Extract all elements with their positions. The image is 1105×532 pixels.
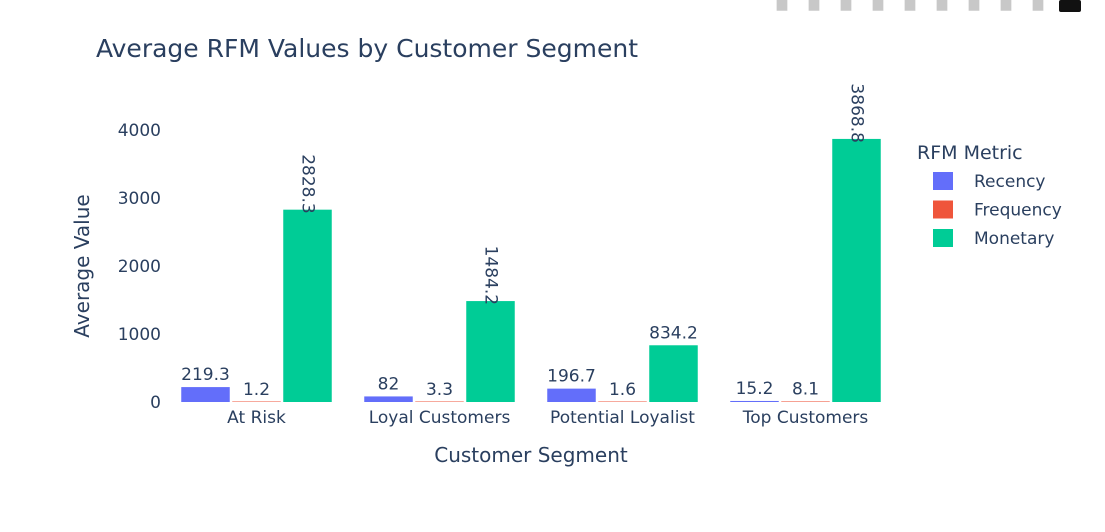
bar-data-label: 1.6 bbox=[609, 380, 636, 400]
y-tick-label: 1000 bbox=[118, 325, 161, 345]
bar-frequency-3[interactable] bbox=[781, 401, 830, 402]
box-select-icon[interactable]: ■ bbox=[871, 0, 885, 12]
bar-data-labels: 219.3 1.2 2828.3 82 3.3 1484.2 196.7 1.6 834.2 15… bbox=[181, 83, 866, 399]
legend-label: Monetary bbox=[974, 229, 1054, 249]
bar-data-label: 82 bbox=[378, 374, 400, 394]
zoom-icon[interactable]: ■ bbox=[807, 0, 821, 12]
autoscale-icon[interactable]: ■ bbox=[999, 0, 1013, 12]
bar-monetary-1[interactable] bbox=[466, 301, 515, 402]
zoom-in-icon[interactable]: ■ bbox=[935, 0, 949, 12]
legend-swatch bbox=[933, 172, 953, 190]
y-tick-label: 4000 bbox=[118, 121, 161, 141]
bar-data-label: 1484.2 bbox=[481, 246, 501, 305]
x-axis-title: Customer Segment bbox=[434, 443, 628, 467]
x-tick-labels: At Risk Loyal Customers Potential Loyalist… bbox=[227, 408, 868, 428]
legend-swatch bbox=[933, 200, 953, 219]
plotly-logo-icon[interactable] bbox=[1059, 0, 1081, 12]
legend-label: Frequency bbox=[974, 201, 1062, 221]
legend[interactable]: RFM Metric Recency Frequency Monetary bbox=[917, 142, 1062, 249]
bar-frequency-1[interactable] bbox=[415, 401, 464, 403]
bar-data-label: 3868.8 bbox=[847, 83, 867, 142]
modebar-toolbar[interactable]: ■ ■ ■ ■ ■ ■ ■ ■ ■ bbox=[771, 0, 1081, 14]
bar-data-label: 15.2 bbox=[736, 379, 774, 399]
bar-recency-0[interactable] bbox=[181, 387, 230, 402]
legend-label: Recency bbox=[974, 172, 1046, 192]
bar-data-label: 8.1 bbox=[792, 379, 819, 399]
bar-data-label: 1.2 bbox=[243, 380, 270, 400]
y-tick-label: 2000 bbox=[118, 257, 161, 277]
x-tick-label: At Risk bbox=[227, 408, 286, 428]
legend-item-recency[interactable]: Recency bbox=[933, 172, 1046, 192]
legend-title: RFM Metric bbox=[917, 142, 1023, 164]
bar-data-label: 219.3 bbox=[181, 365, 230, 385]
bar-monetary-0[interactable] bbox=[283, 209, 332, 402]
bar-marks bbox=[181, 138, 881, 403]
bar-data-label: 834.2 bbox=[649, 323, 698, 343]
bar-data-label: 196.7 bbox=[547, 367, 596, 387]
home-icon[interactable]: ■ bbox=[1031, 0, 1045, 12]
bar-frequency-2[interactable] bbox=[598, 401, 647, 403]
chart-title: Average RFM Values by Customer Segment bbox=[96, 34, 638, 63]
bar-data-label: 3.3 bbox=[426, 380, 453, 400]
bar-frequency-0[interactable] bbox=[232, 401, 281, 403]
legend-item-frequency[interactable]: Frequency bbox=[933, 200, 1062, 221]
lasso-icon[interactable]: ■ bbox=[903, 0, 917, 12]
x-tick-label: Loyal Customers bbox=[369, 408, 511, 428]
camera-icon[interactable]: ■ bbox=[775, 0, 789, 12]
legend-item-monetary[interactable]: Monetary bbox=[933, 229, 1054, 249]
bar-recency-1[interactable] bbox=[364, 396, 413, 402]
x-tick-label: Top Customers bbox=[742, 408, 869, 428]
bar-recency-2[interactable] bbox=[547, 388, 596, 402]
pan-icon[interactable]: ■ bbox=[839, 0, 853, 12]
legend-swatch bbox=[933, 229, 953, 247]
y-tick-label: 3000 bbox=[118, 189, 161, 209]
zoom-out-icon[interactable]: ■ bbox=[967, 0, 981, 12]
bar-monetary-2[interactable] bbox=[649, 345, 698, 402]
bar-recency-3[interactable] bbox=[730, 400, 779, 402]
bar-monetary-3[interactable] bbox=[832, 138, 881, 402]
x-tick-label: Potential Loyalist bbox=[550, 408, 695, 428]
legend-items[interactable]: Recency Frequency Monetary bbox=[933, 172, 1062, 249]
y-tick-label: 0 bbox=[150, 393, 161, 413]
y-axis-title: Average Value bbox=[70, 194, 94, 337]
y-tick-labels: 0 1000 2000 3000 4000 bbox=[118, 121, 161, 413]
bar-data-label: 2828.3 bbox=[298, 154, 318, 213]
